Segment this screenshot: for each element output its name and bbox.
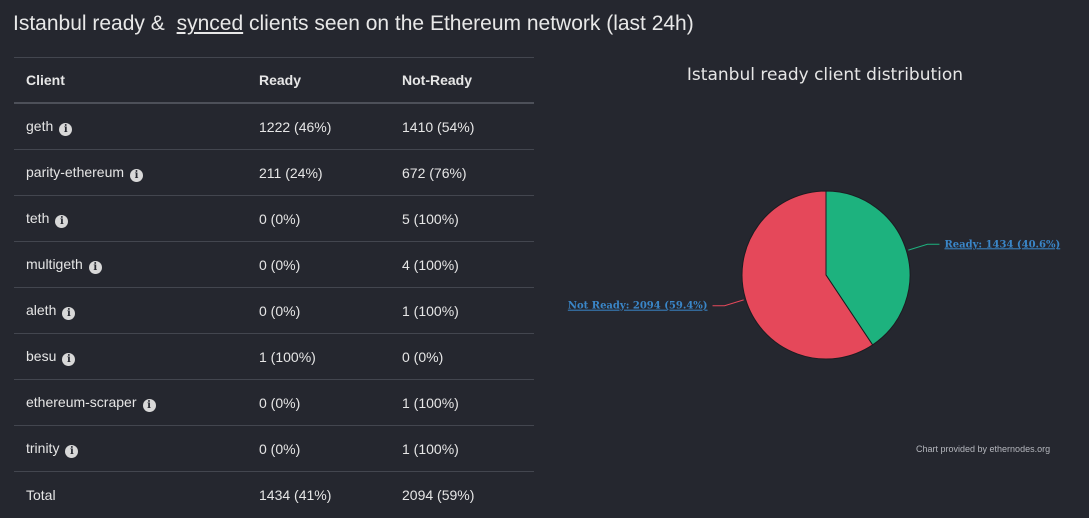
- info-icon[interactable]: i: [65, 444, 79, 458]
- client-cell: ethereum-scraper i: [14, 379, 247, 426]
- ready-cell: 1222 (46%): [247, 103, 390, 150]
- table-row: parity-ethereum i 211 (24%) 672 (76%): [14, 149, 534, 196]
- info-icon[interactable]: i: [55, 214, 69, 228]
- table-row: teth i 0 (0%) 5 (100%): [14, 195, 534, 242]
- client-name: ethereum-scraper: [26, 393, 137, 410]
- pie-label-ready[interactable]: Ready: 1434 (40.6%): [944, 239, 1060, 250]
- header-client: Client: [14, 57, 247, 104]
- table-header-row: Client Ready Not-Ready: [14, 57, 534, 104]
- client-name: geth: [26, 117, 54, 134]
- page-title: Istanbul ready & synced clients seen on …: [13, 12, 694, 36]
- client-name: teth: [26, 209, 50, 226]
- client-cell: multigeth i: [14, 241, 247, 288]
- info-icon[interactable]: i: [62, 352, 76, 366]
- table-total-row: Total 1434 (41%) 2094 (59%): [14, 472, 534, 518]
- ready-cell: 0 (0%): [247, 379, 390, 426]
- client-cell: geth i: [14, 103, 247, 150]
- page-title-part2: clients seen on the Ethereum network (la…: [249, 12, 694, 35]
- not-ready-cell: 1410 (54%): [390, 103, 534, 150]
- total-label: Total: [26, 486, 56, 503]
- client-cell: aleth i: [14, 287, 247, 334]
- table-row: geth i 1222 (46%) 1410 (54%): [14, 103, 534, 150]
- info-icon[interactable]: i: [62, 306, 76, 320]
- info-icon[interactable]: i: [142, 398, 156, 412]
- table-row: trinity i 0 (0%) 1 (100%): [14, 425, 534, 472]
- ready-cell: 0 (0%): [247, 425, 390, 472]
- table-row: aleth i 0 (0%) 1 (100%): [14, 287, 534, 334]
- client-name: aleth: [26, 301, 57, 318]
- ready-cell: 1 (100%): [247, 333, 390, 380]
- chart-title: Istanbul ready client distribution: [686, 65, 964, 85]
- total-ready: 1434 (41%): [259, 486, 332, 503]
- client-cell: besu i: [14, 333, 247, 380]
- table-row: besu i 1 (100%) 0 (0%): [14, 333, 534, 380]
- pie-slice-not-ready[interactable]: [741, 190, 874, 360]
- info-icon[interactable]: i: [130, 168, 144, 182]
- table-row: multigeth i 0 (0%) 4 (100%): [14, 241, 534, 288]
- info-icon[interactable]: i: [88, 260, 102, 274]
- pie-chart: Ready: 1434 (40.6%) Not Ready: 2094 (59.4…: [568, 190, 1060, 360]
- ready-cell: 211 (24%): [247, 149, 390, 196]
- header-not-ready: Not-Ready: [390, 57, 534, 104]
- not-ready-cell: 4 (100%): [390, 241, 534, 288]
- not-ready-cell: 5 (100%): [390, 195, 534, 242]
- pie-chart-area: Istanbul ready client distribution Ready…: [545, 57, 1085, 477]
- synced-link[interactable]: synced: [176, 12, 244, 35]
- total-not-ready: 2094 (59%): [402, 486, 475, 503]
- not-ready-cell: 1 (100%): [390, 425, 534, 472]
- ready-cell: 0 (0%): [247, 195, 390, 242]
- chart-credit[interactable]: Chart provided by ethernodes.org: [916, 444, 1051, 454]
- client-cell: parity-ethereum i: [14, 149, 247, 196]
- client-name: trinity: [26, 439, 60, 456]
- not-ready-cell: 1 (100%): [390, 379, 534, 426]
- pie-leader-line: [908, 243, 940, 251]
- page-title-part1: Istanbul ready &: [13, 12, 165, 35]
- table-row: ethereum-scraper i 0 (0%) 1 (100%): [14, 379, 534, 426]
- not-ready-cell: 1 (100%): [390, 287, 534, 334]
- pie-leader-line: [712, 299, 744, 307]
- client-name: parity-ethereum: [26, 163, 125, 180]
- ready-cell: 0 (0%): [247, 287, 390, 334]
- not-ready-cell: 0 (0%): [390, 333, 534, 380]
- not-ready-cell: 672 (76%): [390, 149, 534, 196]
- ready-cell: 0 (0%): [247, 241, 390, 288]
- client-cell: teth i: [14, 195, 247, 242]
- client-cell: trinity i: [14, 425, 247, 472]
- info-icon[interactable]: i: [59, 122, 73, 136]
- client-name: multigeth: [26, 255, 83, 272]
- header-ready: Ready: [247, 57, 390, 104]
- client-name: besu: [26, 347, 57, 364]
- pie-label-not-ready[interactable]: Not Ready: 2094 (59.4%): [568, 301, 708, 312]
- clients-table: Client Ready Not-Ready geth i 1222 (46%) …: [14, 57, 534, 517]
